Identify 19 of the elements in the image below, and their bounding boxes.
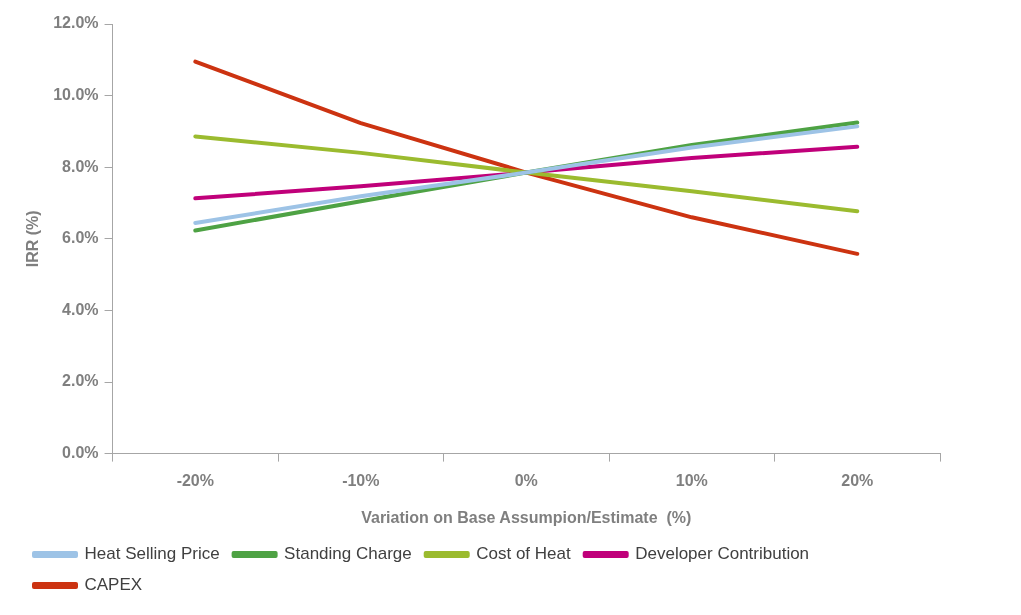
- y-axis-title: IRR (%): [24, 210, 42, 268]
- legend-label: Cost of Heat: [476, 544, 571, 564]
- y-tick-label: 2.0%: [62, 372, 99, 390]
- legend-label: Developer Contribution: [635, 544, 810, 564]
- x-tick-label: 10%: [675, 471, 708, 489]
- y-tick-label: 12.0%: [53, 14, 99, 32]
- x-axis-title: Variation on Base Assumpion/Estimate (%): [361, 508, 692, 526]
- legend-label: CAPEX: [84, 575, 143, 595]
- y-tick-label: 8.0%: [62, 157, 99, 175]
- y-tick-label: 0.0%: [62, 444, 99, 462]
- x-tick-label: 0%: [514, 471, 538, 489]
- y-tick-label: 4.0%: [62, 300, 99, 318]
- legend-label: Heat Selling Price: [84, 544, 220, 564]
- y-tick-label: 10.0%: [53, 86, 99, 104]
- legend-label: Standing Charge: [284, 544, 412, 564]
- x-tick-label: 20%: [841, 471, 874, 489]
- x-tick-label: -20%: [176, 471, 214, 489]
- y-tick-label: 6.0%: [62, 229, 99, 247]
- x-tick-label: -10%: [342, 471, 380, 489]
